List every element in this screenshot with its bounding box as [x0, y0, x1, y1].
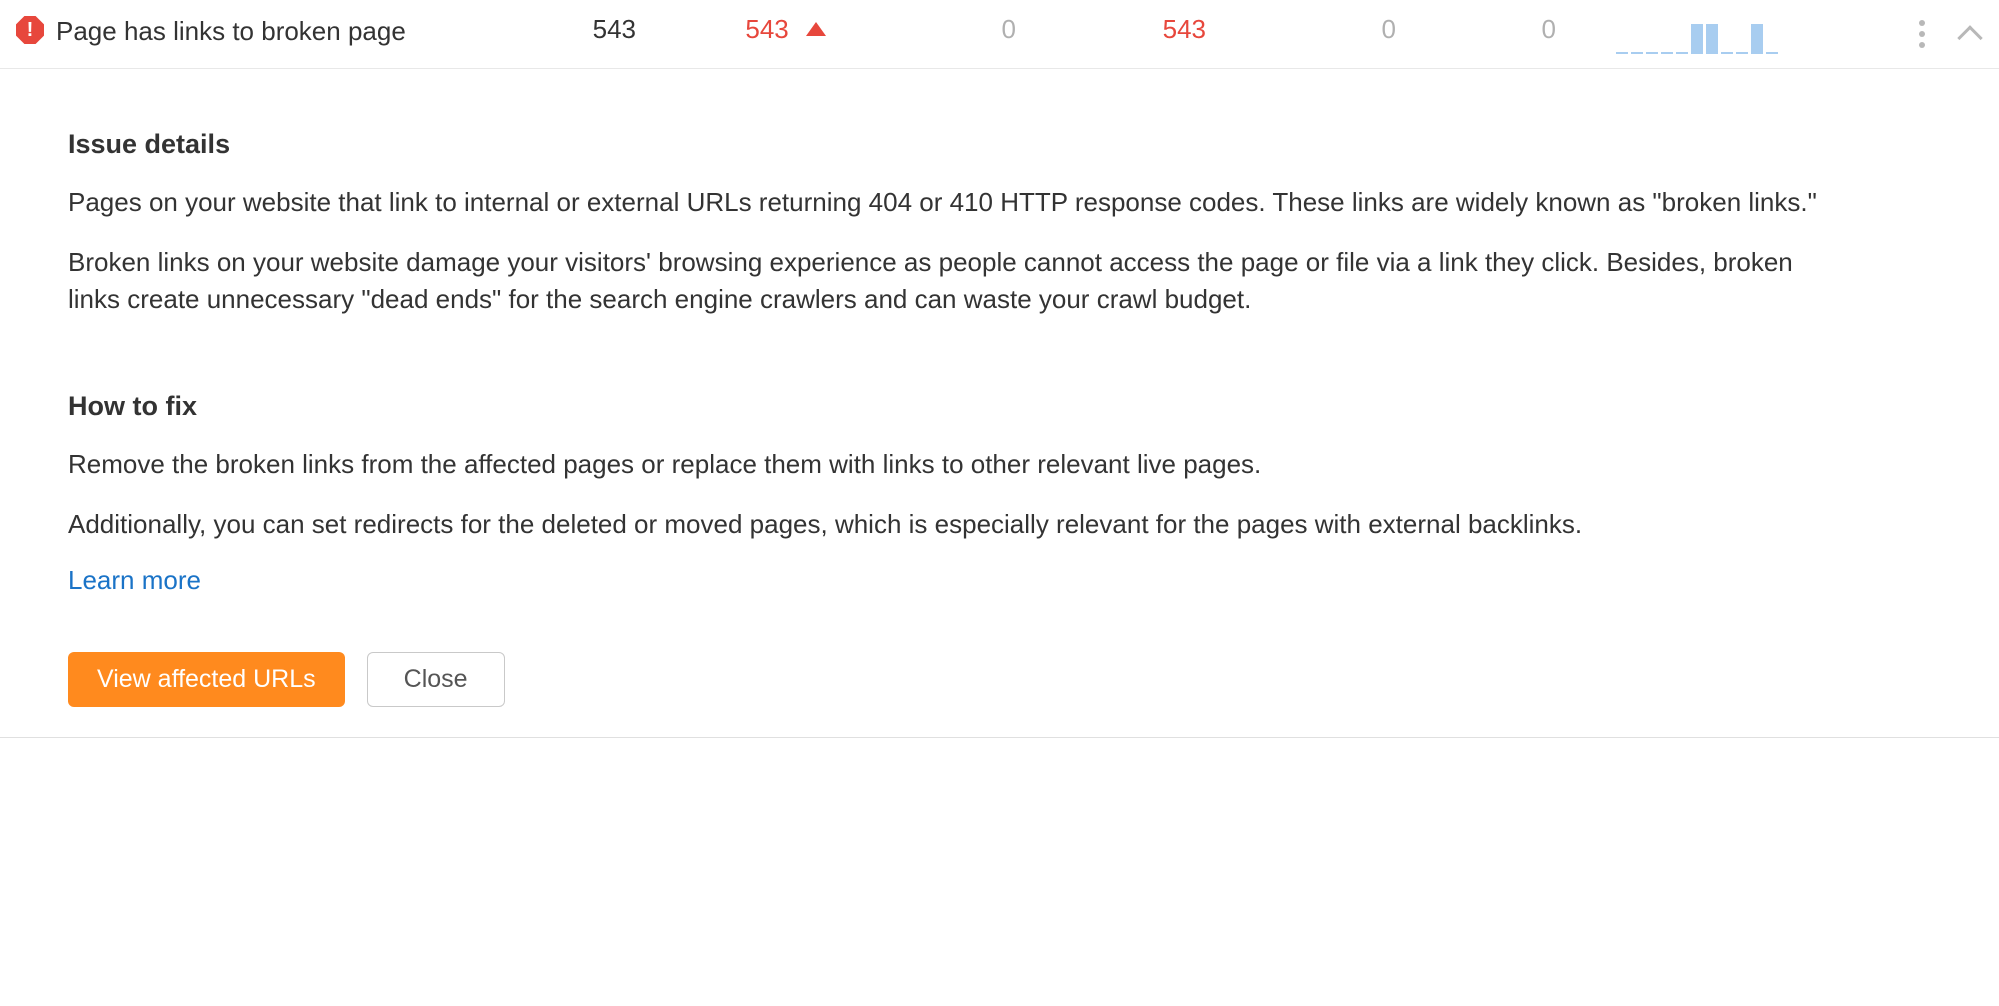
issue-details-panel: Issue details Pages on your website that… — [0, 69, 1999, 738]
sparkline-bar — [1766, 52, 1778, 54]
sparkline-bar — [1691, 24, 1703, 54]
sparkline-bar — [1676, 52, 1688, 54]
col-5: 0 — [1236, 14, 1426, 45]
severity-icon-wrap: ! — [16, 14, 56, 44]
fix-heading: How to fix — [68, 391, 1931, 422]
trend-up-icon — [806, 22, 826, 36]
col-3: 0 — [856, 14, 1046, 45]
details-heading: Issue details — [68, 129, 1931, 160]
sparkline-bar — [1661, 52, 1673, 54]
sparkline-bar — [1751, 24, 1763, 54]
col-total: 543 — [476, 14, 666, 45]
view-affected-urls-button[interactable]: View affected URLs — [68, 652, 345, 707]
fix-paragraph: Remove the broken links from the affecte… — [68, 446, 1828, 484]
button-row: View affected URLs Close — [68, 646, 1931, 707]
sparkline-bar — [1721, 52, 1733, 54]
sparkline-bar — [1616, 52, 1628, 54]
sparkline-bar — [1706, 24, 1718, 54]
learn-more-link[interactable]: Learn more — [68, 565, 201, 596]
details-paragraph: Pages on your website that link to inter… — [68, 184, 1828, 222]
col-4: 543 — [1046, 14, 1236, 45]
issue-row[interactable]: ! Page has links to broken page 543 543 … — [0, 0, 1999, 69]
fix-paragraph: Additionally, you can set redirects for … — [68, 506, 1828, 544]
sparkline-chart — [1616, 14, 1778, 54]
sparkline-bar — [1631, 52, 1643, 54]
col-change: 543 — [666, 14, 856, 45]
details-paragraph: Broken links on your website damage your… — [68, 244, 1828, 319]
close-button[interactable]: Close — [367, 652, 505, 707]
collapse-icon[interactable] — [1957, 25, 1982, 50]
sparkline-bar — [1646, 52, 1658, 54]
more-menu-icon[interactable] — [1913, 14, 1931, 54]
col-6: 0 — [1426, 14, 1616, 45]
sparkline-bar — [1736, 52, 1748, 54]
error-icon: ! — [16, 16, 44, 44]
issue-name: Page has links to broken page — [56, 14, 476, 49]
row-actions — [1859, 14, 1979, 54]
col-change-value: 543 — [745, 14, 788, 44]
